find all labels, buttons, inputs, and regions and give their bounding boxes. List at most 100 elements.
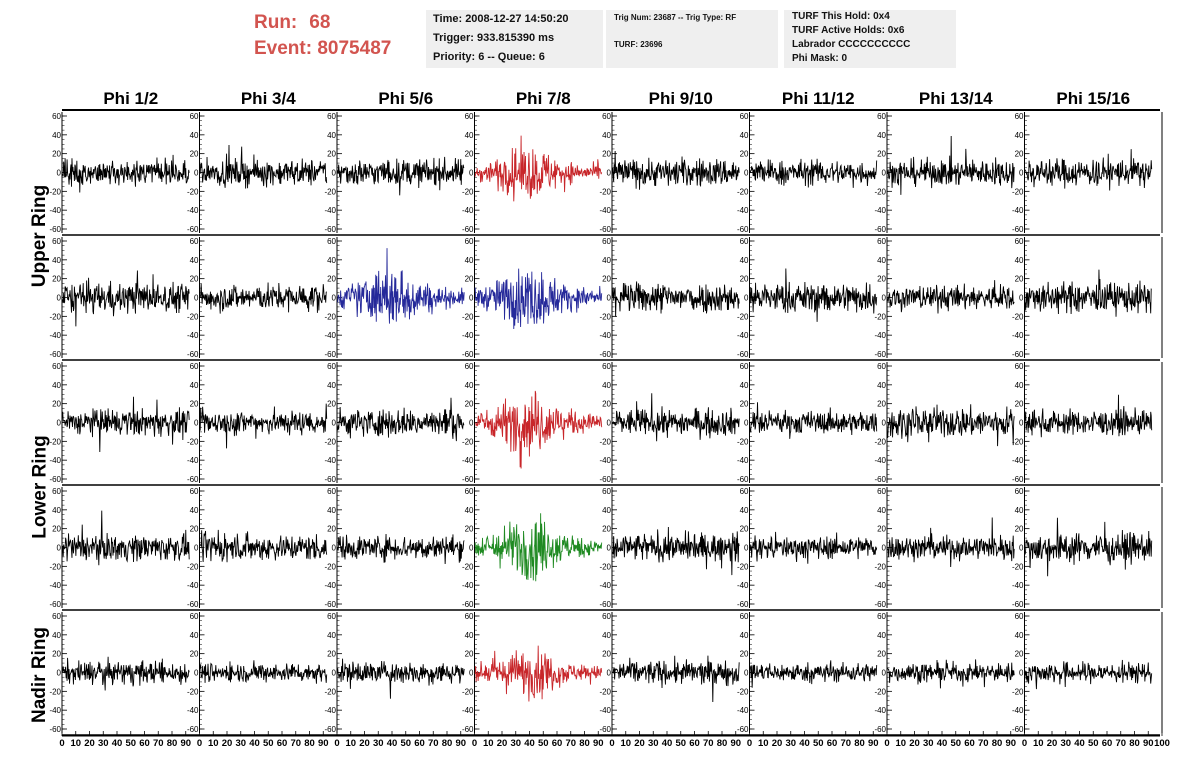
waveform-trace-r4-c7	[887, 517, 1015, 568]
y-tick-label: 60	[1015, 612, 1024, 621]
y-tick-label: -40	[462, 206, 474, 215]
y-tick-label: 20	[52, 525, 61, 534]
y-tick-label: 60	[740, 612, 749, 621]
x-tick-label: 0	[197, 738, 202, 749]
waveform-trace-r1-c4	[474, 135, 603, 202]
y-tick-label: -60	[462, 225, 474, 234]
y-tick-label: -20	[874, 687, 886, 696]
y-tick-label: 20	[190, 650, 199, 659]
y-tick-label: 20	[1015, 650, 1024, 659]
y-tick-label: 20	[190, 275, 199, 284]
y-tick-label: 20	[465, 650, 474, 659]
y-tick-label: -40	[874, 456, 886, 465]
x-tick-label: 80	[854, 738, 865, 749]
waveform-trace-r1-c7	[887, 136, 1015, 195]
waveform-trace-r2-c6	[749, 268, 878, 322]
x-tick-label: 80	[1129, 738, 1140, 749]
y-tick-label: -60	[1012, 475, 1024, 484]
y-tick-label: -20	[737, 187, 749, 196]
waveform-trace-r3-c7	[887, 404, 1015, 447]
y-tick-label: 60	[190, 237, 199, 246]
y-tick-label: -40	[737, 206, 749, 215]
y-tick-label: 60	[877, 112, 886, 121]
trigger-info-box: Trig Num: 23687 -- Trig Type: RF TURF: 2…	[606, 10, 778, 68]
y-tick-label: 60	[190, 362, 199, 371]
y-tick-label: -60	[599, 225, 611, 234]
waveform-trace-r4-c2	[199, 529, 328, 563]
x-tick-label: 80	[167, 738, 178, 749]
y-tick-label: -40	[324, 206, 336, 215]
y-tick-label: -40	[874, 581, 886, 590]
y-tick-label: 40	[877, 631, 886, 640]
y-tick-label: -40	[324, 331, 336, 340]
y-tick-label: 0	[882, 669, 887, 678]
y-tick-label: -40	[599, 706, 611, 715]
waveform-trace-r5-c4	[474, 645, 603, 702]
y-tick-label: -40	[49, 456, 61, 465]
y-tick-label: 0	[882, 544, 887, 553]
y-tick-label: -60	[462, 600, 474, 609]
y-tick-label: 0	[607, 544, 612, 553]
y-tick-label: 0	[57, 294, 62, 303]
y-tick-label: 40	[1015, 381, 1024, 390]
y-tick-label: -20	[462, 187, 474, 196]
y-tick-label: 20	[1015, 400, 1024, 409]
turf-text: TURF: 23696	[614, 40, 663, 49]
y-tick-label: -20	[1012, 687, 1024, 696]
x-tick-label: 50	[400, 738, 411, 749]
phi-mask-text: Phi Mask: 0	[792, 53, 848, 64]
y-tick-label: 40	[877, 506, 886, 515]
y-tick-label: -20	[874, 312, 886, 321]
y-tick-label: 0	[1019, 419, 1024, 428]
y-tick-label: -40	[874, 706, 886, 715]
event-line: Event: 8075487	[254, 36, 391, 62]
waveform-trace-r4-c8	[1024, 517, 1153, 577]
y-tick-label: 20	[465, 275, 474, 284]
y-tick-label: -60	[462, 725, 474, 734]
y-tick-label: 40	[602, 131, 611, 140]
y-tick-label: -60	[599, 600, 611, 609]
y-tick-label: 0	[57, 669, 62, 678]
y-tick-label: 60	[877, 487, 886, 496]
y-tick-label: -20	[737, 687, 749, 696]
y-tick-label: 0	[882, 419, 887, 428]
y-tick-label: -60	[874, 225, 886, 234]
y-tick-label: -20	[599, 312, 611, 321]
y-tick-label: 20	[327, 525, 336, 534]
x-tick-label: 40	[662, 738, 673, 749]
x-tick-label: 0	[609, 738, 614, 749]
x-tick-label: 30	[235, 738, 246, 749]
y-tick-label: 40	[327, 506, 336, 515]
y-tick-label: 60	[465, 362, 474, 371]
y-tick-label: 0	[57, 544, 62, 553]
y-tick-label: -40	[49, 331, 61, 340]
y-tick-label: -40	[49, 706, 61, 715]
y-tick-label: -60	[874, 600, 886, 609]
y-tick-label: -40	[324, 581, 336, 590]
x-tick-label: 80	[717, 738, 728, 749]
y-tick-label: 0	[1019, 669, 1024, 678]
y-tick-label: -40	[1012, 581, 1024, 590]
y-tick-label: 60	[877, 612, 886, 621]
waveform-trace-r1-c5	[612, 151, 740, 190]
x-tick-label: 70	[428, 738, 439, 749]
x-tick-label: 90	[318, 738, 329, 749]
x-tick-label: 20	[772, 738, 783, 749]
y-tick-label: 60	[465, 612, 474, 621]
y-tick-label: 40	[52, 256, 61, 265]
x-tick-label: 80	[579, 738, 590, 749]
y-tick-label: 60	[465, 487, 474, 496]
x-tick-label: 80	[442, 738, 453, 749]
x-tick-label: 20	[84, 738, 95, 749]
y-tick-label: 20	[602, 525, 611, 534]
waveform-trace-r4-c5	[612, 526, 740, 576]
y-tick-label: 60	[877, 362, 886, 371]
y-tick-label: 20	[602, 650, 611, 659]
y-tick-label: 60	[877, 237, 886, 246]
x-tick-label: 0	[747, 738, 752, 749]
y-tick-label: 60	[740, 487, 749, 496]
waveform-trace-r3-c8	[1024, 394, 1153, 438]
y-tick-label: 0	[744, 294, 749, 303]
y-tick-label: 0	[57, 419, 62, 428]
column-header-2: Phi 3/4	[241, 89, 296, 108]
